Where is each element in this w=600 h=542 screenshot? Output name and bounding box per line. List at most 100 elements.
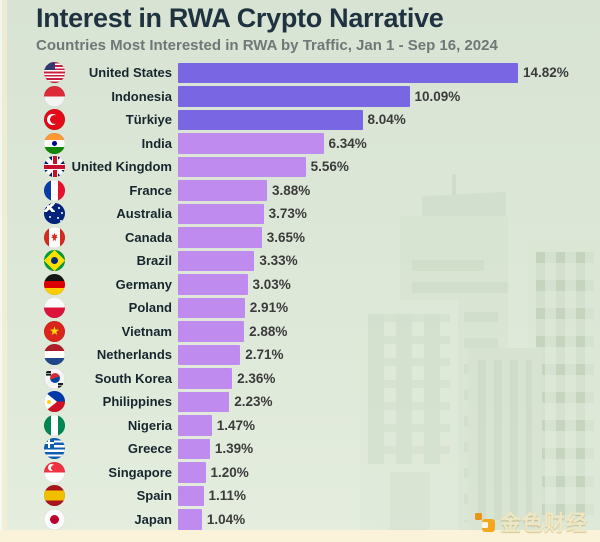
country-label: United Kingdom (71, 159, 172, 175)
country-label: United States (88, 65, 172, 81)
chart-row: Brazil 3.33% (0, 249, 600, 273)
value-label: 8.04% (367, 112, 406, 128)
city-skyline-watermark (360, 168, 600, 530)
country-label: Greece (127, 441, 172, 457)
chart-row: Australia 3.73% (0, 202, 600, 226)
value-label: 2.36% (237, 370, 276, 386)
value-bar (178, 274, 248, 295)
bar-chart: United States 14.82% Indonesia 10.09% Türkiy… (0, 61, 600, 531)
value-bar (178, 344, 241, 365)
watermark-text: 金色财经 (500, 512, 588, 535)
value-bar (178, 203, 264, 224)
value-label: 2.71% (245, 347, 284, 363)
left-edge-strip (0, 0, 7, 542)
building-silhouette (528, 238, 600, 530)
value-bar (178, 133, 324, 154)
chart-row: Indonesia 10.09% (0, 85, 600, 109)
chart-row: Philippines 2.23% (0, 390, 600, 414)
value-label: 3.73% (268, 206, 307, 222)
flag-jp-icon (44, 508, 65, 530)
value-label: 3.65% (266, 229, 305, 245)
country-label: Türkiye (125, 112, 172, 128)
chart-row: Greece 1.39% (0, 437, 600, 461)
chart-row: United Kingdom 5.56% (0, 155, 600, 179)
value-label: 14.82% (523, 65, 569, 81)
country-label: Indonesia (111, 88, 172, 104)
value-label: 3.88% (272, 182, 311, 198)
value-bar (178, 156, 306, 177)
flag-ng-icon (44, 414, 65, 436)
country-label: Nigeria (127, 417, 172, 433)
building-silhouette (468, 348, 542, 530)
value-label: 2.88% (249, 323, 288, 339)
country-label: Singapore (108, 464, 172, 480)
value-bar (178, 485, 204, 506)
value-bar (178, 509, 202, 530)
flag-br-icon (44, 250, 65, 272)
country-label: Japan (134, 511, 172, 527)
country-label: Brazil (136, 253, 172, 269)
country-label: Spain (136, 488, 172, 504)
value-bar (178, 438, 210, 459)
value-bar (178, 368, 233, 389)
chart-row: France 3.88% (0, 179, 600, 203)
flag-gb-icon (44, 156, 65, 178)
value-label: 2.91% (249, 300, 289, 316)
value-label: 1.39% (214, 441, 254, 457)
country-label: Canada (125, 229, 172, 245)
flag-ca-icon (44, 226, 65, 248)
value-label: 1.47% (216, 417, 255, 433)
value-bar (178, 415, 212, 436)
value-bar (178, 86, 410, 107)
flag-pl-icon (44, 297, 65, 319)
flag-fr-icon (44, 179, 65, 201)
flag-vn-icon (44, 320, 65, 342)
chart-row: Türkiye 8.04% (0, 108, 600, 132)
flag-nl-icon (44, 344, 65, 366)
value-label: 2.23% (234, 394, 273, 410)
country-label: Australia (116, 206, 172, 222)
chart-row: Japan 1.04% (0, 508, 600, 532)
value-label: 3.33% (259, 253, 298, 269)
flag-es-icon (44, 485, 65, 507)
country-label: South Korea (94, 370, 172, 386)
flag-de-icon (44, 273, 65, 295)
watermark: 金色财经 (475, 507, 588, 537)
country-label: France (129, 182, 172, 198)
flag-us-icon (44, 62, 65, 84)
value-label: 3.03% (252, 276, 291, 292)
flag-in-icon (44, 132, 65, 154)
page-subtitle: Countries Most Interested in RWA by Traf… (36, 37, 498, 54)
country-label: Netherlands (96, 347, 172, 363)
value-bar (178, 391, 230, 412)
jinse-finance-logo-icon (475, 512, 495, 532)
value-bar (178, 250, 255, 271)
flag-kr-icon (44, 367, 65, 389)
chart-row: South Korea 2.36% (0, 367, 600, 391)
value-bar (178, 180, 267, 201)
chart-row: Singapore 1.20% (0, 461, 600, 485)
flag-gr-icon (44, 438, 65, 460)
value-bar (178, 321, 245, 342)
chart-row: India 6.34% (0, 132, 600, 156)
flag-ph-icon (44, 391, 65, 413)
building-antenna (452, 174, 456, 198)
country-label: Poland (128, 300, 172, 316)
value-bar (178, 109, 363, 130)
header: Interest in RWA Crypto Narrative Countri… (36, 3, 498, 54)
chart-row: Germany 3.03% (0, 273, 600, 297)
country-label: Germany (115, 276, 172, 292)
country-label: Philippines (102, 394, 172, 410)
flag-tr-icon (44, 109, 65, 131)
value-label: 1.04% (206, 511, 246, 527)
country-label: Vietnam (121, 323, 172, 339)
flag-id-icon (44, 85, 65, 107)
chart-row: Poland 2.91% (0, 296, 600, 320)
value-label: 10.09% (414, 88, 461, 104)
chart-row: Vietnam 2.88% (0, 320, 600, 344)
value-bar (178, 227, 262, 248)
country-label: India (141, 135, 172, 151)
chart-row: United States 14.82% (0, 61, 600, 85)
page-title: Interest in RWA Crypto Narrative (36, 3, 444, 33)
